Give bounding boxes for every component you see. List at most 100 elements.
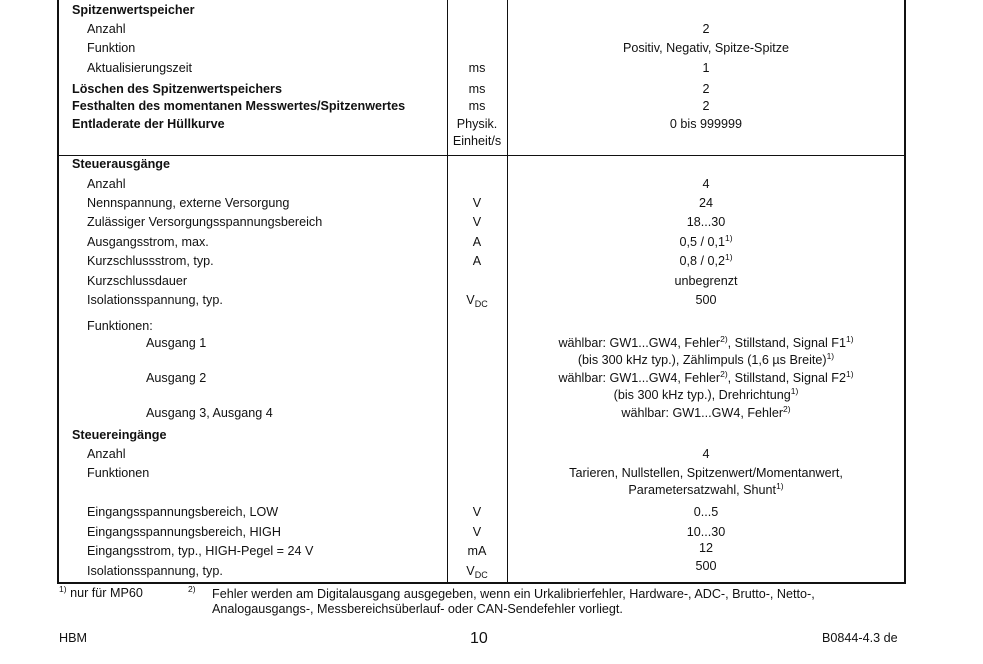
footnote-reference: 1) — [724, 252, 733, 262]
row-label: Eingangsstrom, typ., HIGH-Pegel = 24 V — [87, 544, 314, 558]
unit-text: A — [472, 254, 482, 268]
value-text: , Stillstand, Signal F2 — [727, 371, 846, 385]
footnote-reference: 2) — [720, 334, 728, 344]
document-number: B0844-4.3 de — [822, 631, 898, 645]
unit-text: V — [466, 564, 475, 578]
footnote-2-mark: 2) — [188, 584, 196, 600]
unit-text: mA — [467, 544, 487, 558]
value-text: (bis 300 kHz typ.), Drehrichtung — [613, 388, 791, 402]
row-value: 500 — [507, 559, 905, 573]
row-value: Positiv, Negativ, Spitze-Spitze — [507, 41, 905, 55]
row-label: Zulässiger Versorgungsspannungsbereich — [87, 215, 323, 229]
row-value: 10...30 — [507, 525, 905, 539]
row-value: Parametersatzwahl, Shunt1) — [507, 482, 905, 497]
column-divider-value — [507, 0, 508, 584]
footnote-1-text: nur für MP60 — [70, 586, 143, 600]
unit-text: A — [472, 235, 482, 249]
table-border-left — [57, 0, 59, 584]
value-text: 10...30 — [686, 525, 726, 539]
row-label: Steuerausgänge — [72, 157, 170, 171]
page-number: 10 — [470, 630, 488, 647]
unit-text: V — [472, 525, 482, 539]
unit-text: ms — [468, 61, 486, 75]
value-text: wählbar: GW1...GW4, Fehler — [558, 371, 721, 385]
unit-text: ms — [468, 99, 486, 113]
value-text: 2 — [702, 22, 710, 36]
unit-text: V — [472, 215, 482, 229]
row-unit: A — [447, 254, 507, 268]
row-unit: VDC — [447, 564, 507, 580]
row-label: Aktualisierungszeit — [87, 61, 192, 75]
row-unit: V — [447, 525, 507, 539]
row-value: 0,8 / 0,21) — [507, 252, 905, 268]
value-text: 2 — [702, 99, 710, 113]
row-unit: ms — [447, 99, 507, 113]
row-value: 0 bis 999999 — [507, 117, 905, 131]
unit-text: V — [466, 293, 475, 307]
row-label: Kurzschlussstrom, typ. — [87, 254, 214, 268]
unit-subscript: DC — [474, 570, 488, 580]
row-value: 24 — [507, 196, 905, 210]
row-label: Ausgang 3, Ausgang 4 — [146, 406, 273, 420]
value-text: 24 — [698, 196, 713, 210]
row-label: Ausgang 1 — [146, 336, 207, 350]
row-value: unbegrenzt — [507, 274, 905, 288]
row-label: Spitzenwertspeicher — [72, 3, 195, 17]
value-text: 500 — [695, 293, 717, 307]
row-value: (bis 300 kHz typ.), Drehrichtung1) — [507, 386, 905, 402]
table-border-right — [904, 0, 906, 584]
value-text: 12 — [698, 541, 713, 555]
value-text: 0,5 / 0,1 — [679, 235, 725, 249]
value-text: 1 — [702, 61, 710, 75]
table-border-bottom — [57, 582, 906, 584]
unit-text: ms — [468, 82, 486, 96]
row-value: 12 — [507, 541, 905, 555]
value-text: 0...5 — [693, 505, 719, 519]
row-label: Funktionen — [87, 466, 150, 480]
row-unit: ms — [447, 61, 507, 75]
footnote-reference: 1) — [790, 386, 799, 396]
row-value: (bis 300 kHz typ.), Zählimpuls (1,6 µs B… — [507, 351, 905, 367]
footnote-2-line-2: Analogausgangs-, Messbereichsüberlauf- o… — [212, 602, 623, 616]
row-value: Tarieren, Nullstellen, Spitzenwert/Momen… — [507, 466, 905, 480]
row-label: Anzahl — [87, 447, 126, 461]
unit-text: Physik. — [456, 117, 498, 131]
row-value: 2 — [507, 99, 905, 113]
value-text: unbegrenzt — [674, 274, 738, 288]
row-unit: V — [447, 215, 507, 229]
value-text: , Stillstand, Signal F1 — [727, 336, 846, 350]
footnote-reference: 1) — [826, 351, 835, 361]
value-text: (bis 300 kHz typ.), Zählimpuls (1,6 µs B… — [577, 353, 827, 367]
row-label: Festhalten des momentanen Messwertes/Spi… — [72, 99, 406, 113]
value-text: wählbar: GW1...GW4, Fehler — [621, 406, 784, 420]
value-text: 18...30 — [686, 215, 726, 229]
value-text: wählbar: GW1...GW4, Fehler — [558, 336, 721, 350]
row-label: Eingangsspannungsbereich, LOW — [87, 505, 279, 519]
value-text: 0,8 / 0,2 — [679, 254, 725, 268]
footnote-reference: 1) — [724, 233, 733, 243]
footnote-2-line-1: Fehler werden am Digitalausgang ausgegeb… — [212, 587, 815, 601]
row-label: Löschen des Spitzenwertspeichers — [72, 82, 282, 96]
row-label: Ausgang 2 — [146, 371, 207, 385]
row-unit: VDC — [447, 293, 507, 309]
value-text: Positiv, Negativ, Spitze-Spitze — [622, 41, 790, 55]
row-unit: A — [447, 235, 507, 249]
row-value: wählbar: GW1...GW4, Fehler2) — [507, 405, 905, 420]
row-label: Nennspannung, externe Versorgung — [87, 196, 290, 210]
row-label: Isolationsspannung, typ. — [87, 293, 223, 307]
row-value: 18...30 — [507, 215, 905, 229]
value-text: Tarieren, Nullstellen, Spitzenwert/Momen… — [569, 466, 843, 480]
row-value: 4 — [507, 177, 905, 191]
row-unit: mA — [447, 544, 507, 558]
column-divider-unit — [447, 0, 448, 584]
row-value: 4 — [507, 447, 905, 461]
footnote-reference: 1) — [845, 334, 854, 344]
footnote-1: 1) nur für MP60 — [59, 585, 143, 600]
row-value: 2 — [507, 22, 905, 36]
row-unit: ms — [447, 82, 507, 96]
row-value: 0...5 — [507, 505, 905, 519]
footnote-2-marker: 2) — [188, 584, 196, 594]
value-text: 500 — [695, 559, 717, 573]
section-divider — [57, 155, 906, 156]
row-label: Funktionen: — [87, 319, 153, 333]
